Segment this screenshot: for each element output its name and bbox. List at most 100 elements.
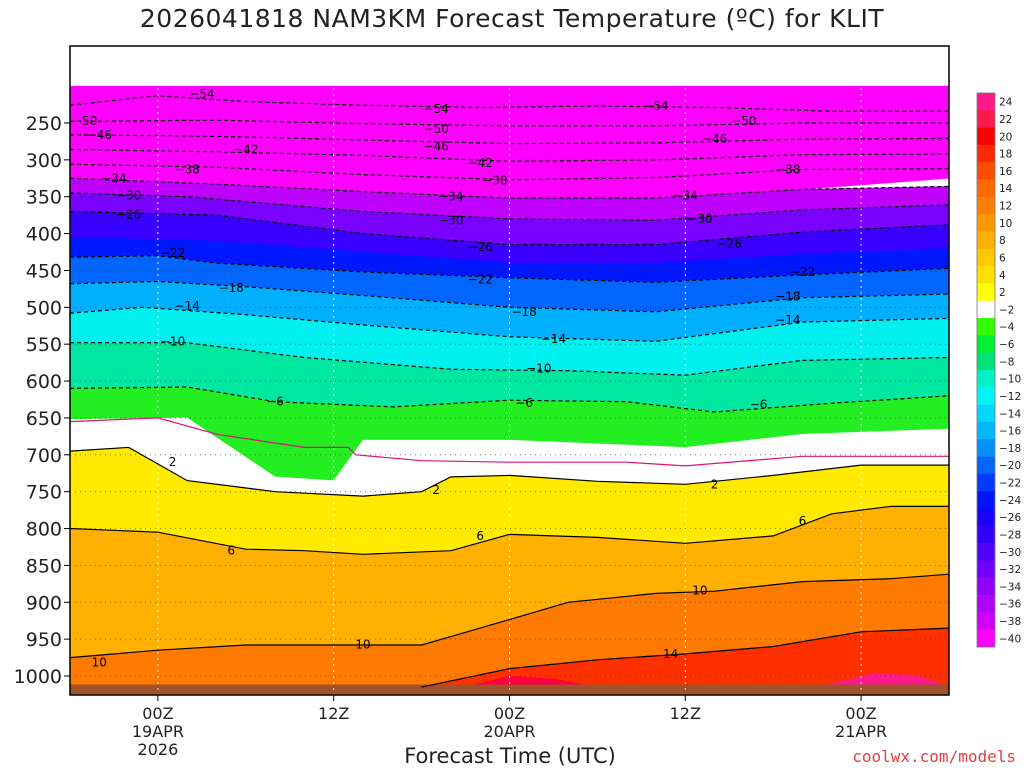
contour-label: 10 [355,637,370,651]
colorbar-label: 14 [999,183,1013,195]
contour-label: −54 [424,102,449,116]
colorbar-swatch [977,196,995,215]
colorbar-label: −30 [999,547,1021,559]
contour-label: −50 [424,122,449,136]
contour-label: −14 [541,332,566,346]
x-tick-label: 00Z [142,704,173,723]
colorbar-label: −6 [999,339,1015,351]
colorbar-label: 10 [999,218,1012,230]
contour-label: 2 [169,455,177,469]
contour-line [70,386,949,413]
colorbar-label: 20 [999,131,1012,143]
colorbar-swatch [977,231,995,250]
contour-label: −42 [468,156,493,170]
colorbar-label: 18 [999,149,1012,161]
contour-line [70,306,949,342]
y-tick-label: 600 [26,371,62,393]
colorbar-label: −26 [999,512,1021,524]
contour-label: −22 [160,246,185,260]
y-tick-label: 300 [26,150,62,172]
colorbar-label: −24 [999,495,1021,507]
contour-label: −46 [702,132,727,146]
colorbar-swatch [977,543,995,561]
colorbar-label: −8 [999,356,1014,368]
colorbar-label: −12 [999,391,1021,403]
colorbar-label: −10 [999,374,1021,386]
x-tick-label: 12Z [670,704,701,723]
x-tick-label: 21APR [835,722,887,741]
colorbar-label: 16 [999,166,1013,178]
contour-label: −34 [673,188,698,202]
y-tick-label: 750 [26,482,62,504]
colorbar-swatch [977,456,995,475]
contour-label: 10 [692,583,707,597]
contour-label: −30 [438,213,463,227]
x-tick-label: 20APR [483,722,535,741]
contour-label: −34 [101,171,126,185]
colorbar-swatch [977,318,995,336]
colorbar-label: −22 [999,478,1021,490]
contour-label: −10 [526,362,551,376]
colorbar-swatch [977,144,995,163]
chart-title: 2026041818 NAM3KM Forecast Temperature (… [139,4,885,33]
contour-label: 6 [227,544,235,558]
contour-label: −38 [482,174,507,188]
y-tick-label: 400 [26,224,62,246]
colorbar-swatch [977,266,995,284]
contour-label: 2 [432,483,440,497]
contour-label: −46 [424,140,449,154]
colorbar-label: 24 [999,97,1013,109]
colorbar-label: 6 [999,252,1006,264]
colorbar-swatch [977,300,995,319]
contour-line [70,505,949,555]
contour-label: −22 [468,272,493,286]
contour-label: −50 [731,114,756,128]
colorbar-label: 22 [999,114,1012,126]
colorbar-swatch [977,595,995,613]
plot-area: −54−54 −54−50−50−50−46−46−46−42−42−38−38−… [70,46,949,695]
x-tick-label: 19APR [132,722,184,741]
colorbar-label: 4 [999,270,1006,282]
colorbar-label: −38 [999,616,1021,628]
y-tick-label: 1000 [14,666,62,688]
contour-line [70,446,949,497]
source-credit: coolwx.com/models [852,747,1016,766]
contour-label: −26 [717,237,742,251]
y-tick-label: 450 [26,260,62,282]
colorbar-label: −14 [999,408,1021,420]
colorbar-label: −18 [999,443,1021,455]
colorbar-swatch [977,214,995,232]
contour-label: −34 [438,190,463,204]
contour-line [421,627,949,688]
colorbar-swatch [977,629,995,648]
x-tick-label: 12Z [318,704,349,723]
colorbar-swatch [977,283,995,302]
colorbar-label: −20 [999,460,1021,472]
x-tick-label: 2026 [138,740,179,759]
colorbar-label: −40 [999,633,1021,645]
contour-label: −18 [511,305,536,319]
contour-label: −54 [643,99,668,113]
colorbar-swatch [977,179,995,198]
colorbar-swatch [977,404,995,423]
y-tick-label: 550 [26,334,62,356]
contour-label: −26 [468,240,493,254]
contour-label: −18 [775,289,800,303]
contour-label: −30 [116,188,141,202]
contour-line [70,573,949,659]
contour-label: −38 [775,162,800,176]
colorbar-label: −16 [999,426,1021,438]
contour-line [70,280,949,313]
contour-line [70,342,949,376]
y-tick-label: 650 [26,408,62,430]
contour-label: 6 [799,514,807,528]
y-tick-label: 250 [26,113,62,135]
contour-label: −54 [189,87,214,101]
colorbar-swatch [977,421,995,440]
contour-label: −14 [775,313,800,327]
colorbar-swatch [977,127,995,146]
y-tick-label: 950 [26,629,62,651]
contour-label: −42 [233,143,258,157]
colorbar-swatch [977,387,995,405]
